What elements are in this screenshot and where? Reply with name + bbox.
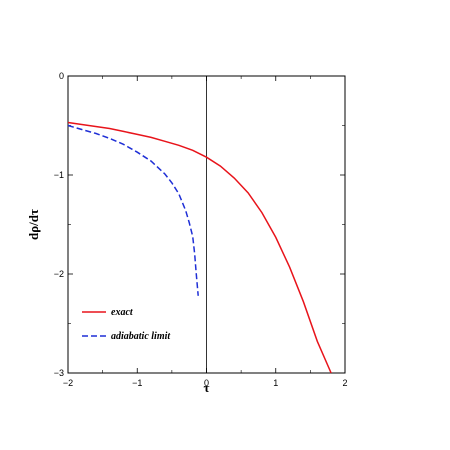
x-axis-label: τ [204,380,210,395]
x-tick-label: 0 [204,378,209,388]
y-tick-label: −2 [54,269,64,279]
tick-layer: −2 −1 0 1 20−1−2−3 [54,71,348,388]
x-tick-label: −2 [63,378,73,388]
y-tick-label: −3 [54,368,64,378]
x-tick-label: 1 [273,378,278,388]
legend-label: exact [111,307,134,318]
series-layer [67,121,332,374]
series-line-exact [67,121,332,374]
y-axis-label: dρ/dτ [26,209,41,240]
x-tick-label: 2 [342,378,347,388]
legend-label: adiabatic limit [111,331,171,342]
x-tick-label: −1 [132,378,142,388]
series-line-adiabatic-limit [67,124,199,296]
y-tick-label: 0 [59,71,64,81]
legend: exact adiabatic limit [82,307,171,342]
y-tick-label: −1 [54,170,64,180]
